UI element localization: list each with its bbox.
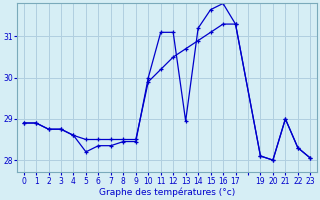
- X-axis label: Graphe des températures (°c): Graphe des températures (°c): [99, 187, 235, 197]
